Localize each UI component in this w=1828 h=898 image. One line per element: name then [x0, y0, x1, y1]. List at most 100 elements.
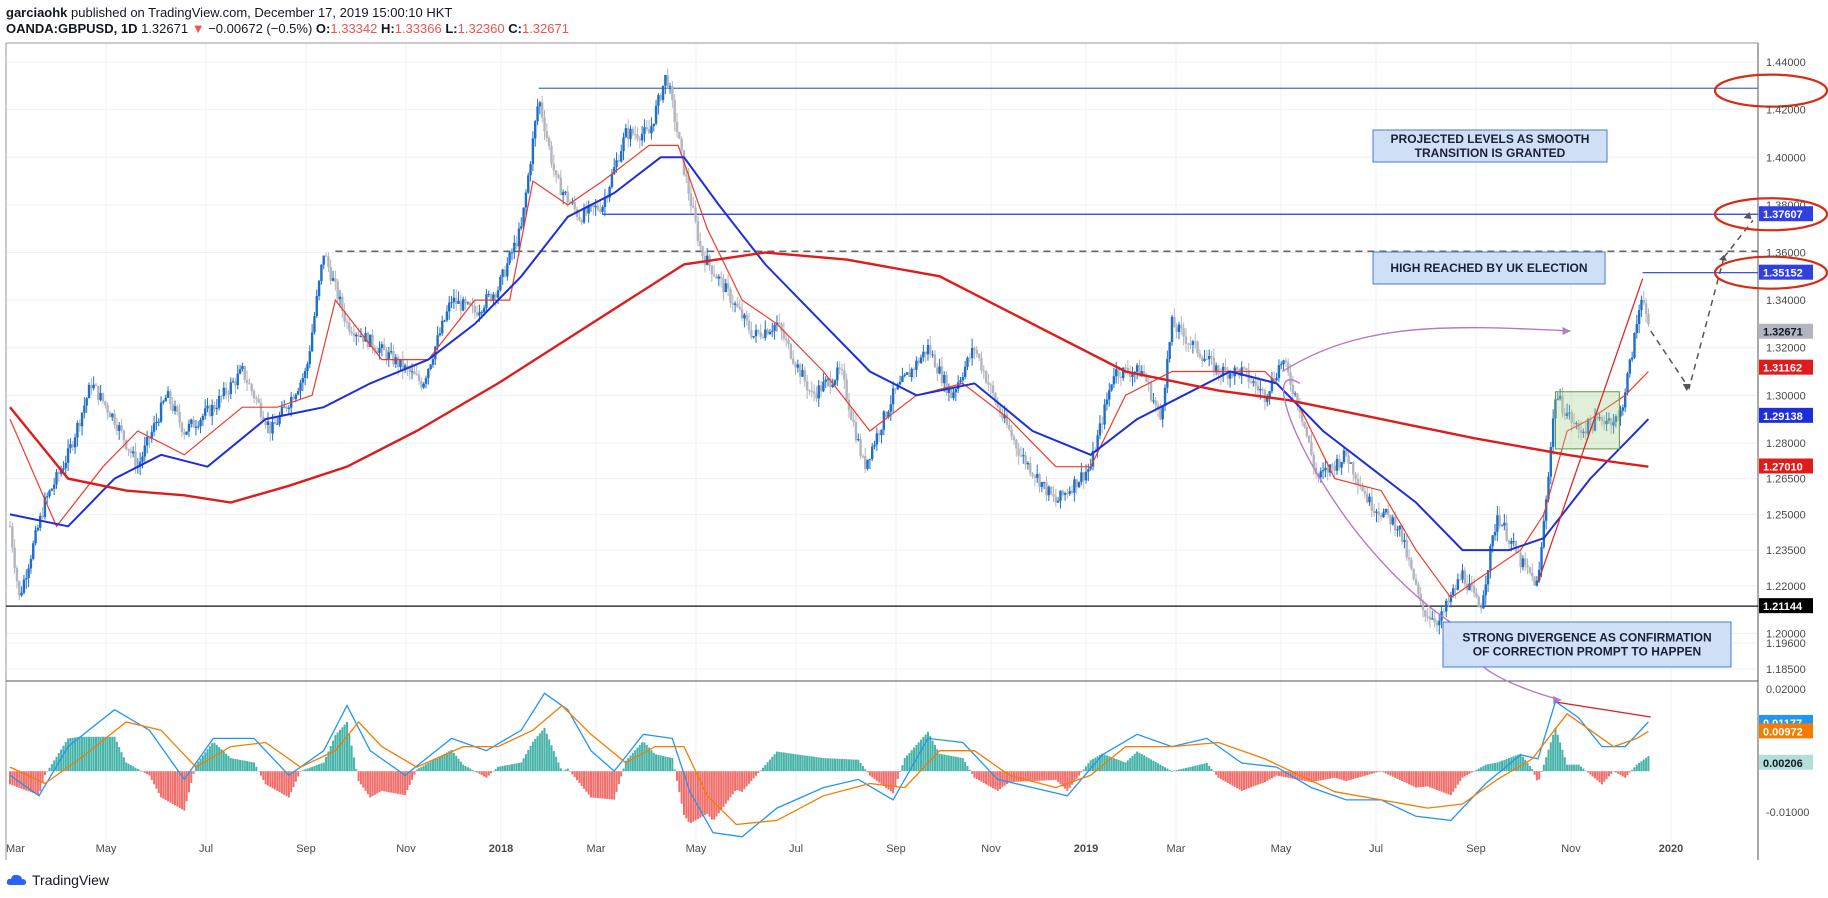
macd-hist-bar	[982, 771, 985, 784]
candle-body	[306, 364, 309, 372]
macd-hist-bar	[318, 764, 321, 772]
macd-hist-bar	[745, 771, 748, 787]
candle-body	[441, 320, 444, 334]
macd-hist-bar	[978, 771, 981, 781]
candle-body	[559, 177, 562, 196]
author-name[interactable]: garciaohk	[6, 5, 68, 20]
candle-body	[294, 394, 298, 400]
candle-body	[1540, 547, 1543, 570]
macd-hist-bar	[160, 771, 163, 798]
macd-hist-bar	[866, 771, 869, 773]
candle-body	[350, 331, 353, 334]
macd-tick-label: 0.02000	[1766, 684, 1806, 696]
macd-hist-bar	[743, 771, 746, 790]
macd-line	[9, 692, 1649, 838]
macd-hist-bar	[782, 752, 785, 772]
candle-body	[422, 383, 425, 388]
candle-body	[624, 128, 628, 138]
candle-body	[1191, 341, 1195, 345]
macd-axis[interactable]: 0.02000 0.00206 -0.01000	[1766, 684, 1809, 819]
candle-body	[1277, 365, 1281, 379]
macd-hist-bar	[129, 765, 132, 772]
candle-body	[213, 404, 216, 410]
ma-tag: 1.29138	[1759, 407, 1813, 423]
macd-hist-bar	[662, 755, 665, 772]
macd-hist-bar	[67, 738, 70, 772]
macd-hist-bar	[171, 771, 174, 804]
candle-body	[262, 416, 265, 422]
macd-hist-bar	[194, 764, 197, 772]
macd-hist-bar	[892, 771, 895, 794]
macd-hist-bar	[355, 769, 358, 772]
macd-hist-bar	[1514, 755, 1517, 772]
candle-body	[1219, 374, 1223, 376]
macd-hist-bar	[1382, 771, 1385, 773]
macd-hist-bar	[1252, 771, 1255, 787]
brand-name[interactable]: TradingView	[32, 872, 110, 888]
candle-body	[471, 305, 474, 307]
candle-body	[596, 205, 600, 210]
candle-body	[873, 444, 876, 447]
candle-body	[32, 543, 35, 559]
chart-canvas[interactable]: 1.440001.420001.400001.380001.360001.340…	[0, 0, 1828, 860]
candle-body	[245, 379, 249, 384]
macd-hist-bar	[427, 763, 430, 772]
macd-hist-bar	[1038, 771, 1041, 781]
macd-hist-bar	[174, 771, 177, 806]
macd-hist-bar	[269, 771, 272, 787]
macd-hist-bar	[1556, 734, 1559, 772]
candle-body	[638, 138, 642, 141]
cloud-logo-icon	[6, 874, 27, 885]
candle-body	[1175, 327, 1178, 332]
macd-hist-bar	[153, 771, 156, 785]
macd-hist-bar	[1240, 771, 1243, 791]
candle-body	[1493, 531, 1497, 536]
macd-hist-bar	[1501, 760, 1504, 772]
time-axis[interactable]: Mar May Jul Sep Nov 2018 Mar May Jul Sep Nov 2019 Ma…	[6, 843, 1683, 855]
candle-body	[522, 207, 525, 227]
candle-body	[1189, 343, 1192, 345]
candle-body	[1115, 369, 1118, 377]
symbol-name[interactable]: OANDA:GBPUSD, 1D	[6, 21, 138, 36]
macd-hist-bar	[601, 771, 604, 799]
candle-body	[269, 421, 272, 434]
candle-body	[1201, 357, 1204, 362]
macd-hist-bar	[590, 771, 592, 798]
macd-hist-bar	[301, 770, 304, 772]
macd-hist-bar	[1612, 771, 1615, 772]
candle-body	[355, 334, 358, 337]
macd-hist-bar	[1394, 771, 1397, 778]
macd-hist-bar	[364, 771, 367, 791]
candle-body	[8, 526, 12, 528]
macd-hist-bar	[466, 767, 469, 772]
candle-body	[1340, 461, 1343, 468]
candle-body	[791, 358, 795, 364]
price-tick-label: 1.22000	[1766, 581, 1806, 593]
macd-hist-bar	[99, 736, 102, 772]
macd-hist-bar	[1377, 771, 1380, 772]
macd-hist-bar	[622, 768, 625, 772]
macd-hist-bar	[806, 755, 809, 772]
macd-hist-bar	[1380, 771, 1383, 772]
candle-body	[1589, 419, 1592, 425]
price-tick-label: 1.36000	[1766, 247, 1806, 259]
candle-body	[1040, 482, 1044, 488]
candle-body	[1187, 343, 1190, 345]
ma-tag: 1.27010	[1759, 458, 1813, 474]
macd-hist-bar	[910, 750, 913, 772]
candle-body	[740, 309, 744, 319]
candle-body	[1647, 313, 1650, 325]
candle-body	[1359, 485, 1362, 487]
macd-hist-bar	[1475, 769, 1478, 772]
macd-hist-bar	[1171, 771, 1173, 772]
candle-body	[984, 371, 988, 383]
candle-body	[557, 174, 560, 178]
candle-body	[115, 424, 119, 431]
macd-hist-bar	[1586, 771, 1589, 773]
macd-hist-bar	[513, 763, 516, 772]
candle-body	[389, 351, 393, 353]
candle-body	[1558, 395, 1562, 399]
level-tag: 1.21144	[1759, 598, 1813, 614]
macd-hist-bar	[1133, 753, 1136, 772]
macd-hist-bar	[964, 762, 967, 772]
